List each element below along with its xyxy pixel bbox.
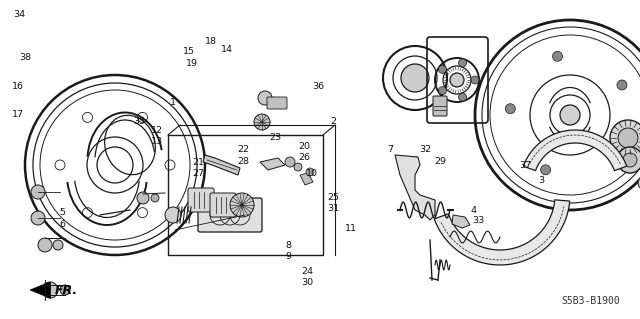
Text: 1: 1 (170, 98, 176, 107)
Circle shape (31, 185, 45, 199)
Circle shape (450, 73, 464, 87)
Circle shape (638, 176, 640, 190)
Circle shape (609, 150, 620, 160)
Text: 37: 37 (519, 161, 531, 170)
Polygon shape (203, 155, 240, 175)
Text: 22: 22 (237, 145, 249, 154)
FancyBboxPatch shape (210, 193, 236, 217)
Circle shape (541, 165, 550, 175)
Text: 14: 14 (221, 45, 233, 54)
Circle shape (471, 76, 479, 84)
Text: 15: 15 (183, 47, 195, 56)
Text: 13: 13 (151, 137, 163, 146)
Text: 16: 16 (12, 82, 24, 91)
Circle shape (151, 194, 159, 202)
Text: 9: 9 (285, 252, 291, 261)
Text: 21: 21 (193, 158, 204, 167)
Text: 24: 24 (301, 267, 313, 276)
Circle shape (60, 285, 70, 295)
Circle shape (438, 65, 447, 73)
Circle shape (230, 193, 254, 217)
Text: 8: 8 (285, 241, 291, 250)
Text: 19: 19 (186, 59, 198, 68)
Text: 29: 29 (435, 157, 446, 166)
Circle shape (617, 147, 640, 173)
Text: 18: 18 (205, 37, 217, 46)
Text: 17: 17 (12, 110, 24, 119)
Text: 36: 36 (312, 82, 324, 91)
Circle shape (31, 211, 45, 225)
FancyBboxPatch shape (433, 96, 447, 116)
Circle shape (42, 282, 58, 298)
Bar (168, 135, 323, 255)
Circle shape (254, 114, 270, 130)
Circle shape (618, 128, 638, 148)
Circle shape (506, 104, 515, 114)
FancyBboxPatch shape (198, 198, 262, 232)
Text: 30: 30 (301, 278, 313, 287)
Text: 23: 23 (269, 133, 281, 142)
Circle shape (623, 153, 637, 167)
Text: 7: 7 (387, 145, 394, 154)
Circle shape (459, 59, 467, 67)
Text: 6: 6 (60, 220, 66, 229)
Text: 38: 38 (20, 53, 31, 62)
Circle shape (137, 192, 149, 204)
Polygon shape (434, 200, 570, 265)
Text: 33: 33 (472, 216, 485, 225)
Circle shape (401, 64, 429, 92)
Text: S5B3-B1900: S5B3-B1900 (561, 296, 620, 306)
Circle shape (560, 105, 580, 125)
Text: 12: 12 (151, 126, 163, 135)
Text: 5: 5 (60, 208, 66, 217)
Text: 28: 28 (237, 157, 249, 166)
Circle shape (552, 51, 563, 61)
Polygon shape (452, 215, 470, 228)
Text: 27: 27 (193, 169, 204, 178)
Text: 31: 31 (327, 204, 339, 213)
Text: 25: 25 (327, 193, 339, 202)
FancyBboxPatch shape (267, 97, 287, 109)
Circle shape (438, 86, 447, 94)
Text: FR.: FR. (55, 284, 78, 296)
Circle shape (38, 238, 52, 252)
Text: 32: 32 (420, 145, 431, 154)
Text: 26: 26 (298, 153, 310, 162)
Circle shape (294, 163, 302, 171)
Circle shape (306, 168, 314, 176)
Text: 2: 2 (330, 117, 336, 126)
Polygon shape (395, 155, 435, 220)
Text: 20: 20 (298, 142, 310, 151)
Circle shape (610, 120, 640, 156)
Circle shape (165, 207, 181, 223)
Circle shape (285, 157, 295, 167)
Circle shape (258, 91, 272, 105)
FancyBboxPatch shape (188, 188, 214, 212)
Circle shape (53, 240, 63, 250)
Text: 35: 35 (134, 117, 145, 126)
Text: 3: 3 (538, 176, 544, 185)
Text: 10: 10 (307, 169, 318, 178)
Polygon shape (30, 282, 50, 298)
Circle shape (617, 80, 627, 90)
Text: 34: 34 (13, 10, 25, 19)
Polygon shape (300, 173, 313, 185)
Text: 11: 11 (345, 224, 356, 233)
Polygon shape (260, 158, 285, 170)
Polygon shape (524, 130, 627, 171)
Text: 4: 4 (470, 206, 477, 215)
Circle shape (459, 93, 467, 101)
